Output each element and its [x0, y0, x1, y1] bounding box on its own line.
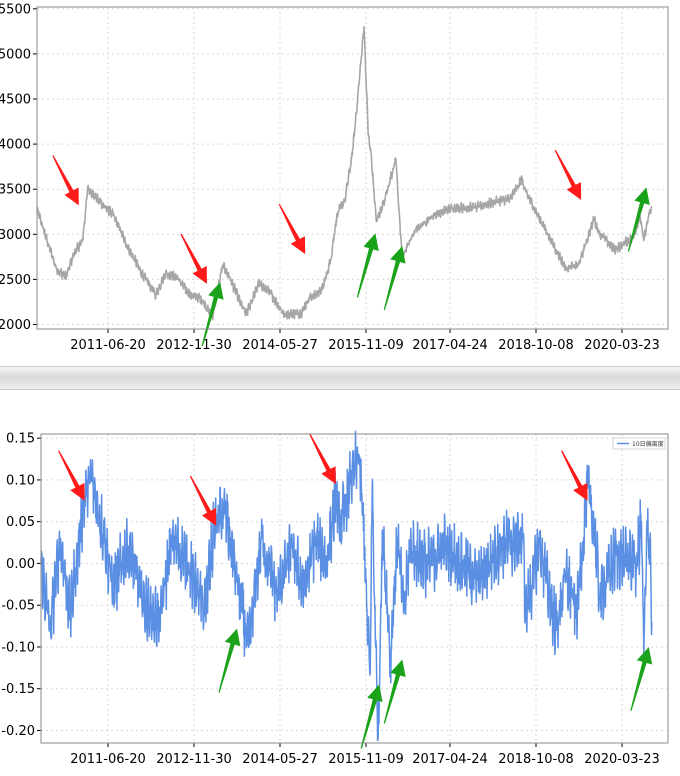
deviation-y-tick-label: 0.10	[6, 473, 35, 488]
deviation-chart-svg: 2011-06-20 2012-11-30 2014-05-27 2015-11-09…	[1, 430, 669, 767]
price-y-tick-label: 5000	[0, 47, 31, 62]
deviation-x-tick-label: 2015-11-09	[328, 752, 404, 767]
price-y-tick-label: 2000	[0, 318, 31, 333]
deviation-chart: 2011-06-20 2012-11-30 2014-05-27 2015-11-09…	[0, 390, 680, 776]
price-plot-area	[37, 7, 668, 329]
legend-label: 10日偏离度	[632, 440, 664, 448]
deviation-x-tick-label: 2012-11-30	[156, 752, 232, 767]
price-red-arrow-0	[52, 155, 79, 206]
deviation-red-arrow-3	[309, 433, 336, 485]
price-green-arrow-7	[627, 187, 650, 252]
price-y-tick-label: 5500	[0, 2, 31, 17]
deviation-x-tick-label: 2020-03-23	[584, 752, 660, 767]
price-green-arrow-5	[383, 246, 406, 311]
price-green-arrow-4	[356, 233, 379, 298]
price-red-arrow-3	[278, 203, 306, 255]
deviation-y-tick-label: 0.15	[6, 432, 35, 447]
deviation-y-tick-label: -0.10	[1, 640, 35, 655]
price-x-tick-label: 2014-05-27	[242, 338, 318, 353]
deviation-x-tick-label: 2011-06-20	[70, 752, 146, 767]
deviation-red-arrow-0	[58, 450, 85, 501]
price-x-tick-label: 2018-10-08	[498, 338, 574, 353]
deviation-red-arrow-6	[561, 450, 588, 501]
price-red-arrow-1	[180, 233, 207, 284]
price-y-tick-label: 4500	[0, 93, 31, 108]
deviation-x-tick-label: 2018-10-08	[498, 752, 574, 767]
price-y-tick-label: 4000	[0, 138, 31, 153]
deviation-y-tick-label: 0.05	[6, 515, 35, 530]
deviation-y-tick-label: -0.15	[1, 682, 35, 697]
deviation-green-arrow-5	[383, 659, 406, 724]
price-plot-frame	[36, 6, 669, 330]
deviation-y-tick-label: -0.20	[1, 724, 35, 739]
deviation-green-arrow-2	[218, 628, 241, 693]
index-price-chart: 2011-06-20 2012-11-30 2014-05-27 2015-11-09…	[0, 0, 680, 360]
deviation-red-arrow-1	[189, 475, 217, 526]
price-series-line	[36, 26, 653, 321]
deviation-x-tick-label: 2014-05-27	[242, 752, 318, 767]
price-y-tick-label: 3500	[0, 183, 31, 198]
deviation-legend: 10日偏离度	[612, 437, 666, 450]
price-red-arrow-6	[554, 149, 582, 200]
deviation-green-arrow-4	[360, 684, 383, 749]
panel-splitter[interactable]	[0, 366, 680, 390]
price-x-tick-label: 2020-03-23	[584, 338, 660, 353]
legend-box	[612, 437, 666, 450]
deviation-y-tick-label: 0.00	[6, 557, 35, 572]
price-y-tick-label: 3000	[0, 228, 31, 243]
deviation-series-line	[40, 430, 653, 742]
deviation-plot-frame	[40, 433, 669, 744]
price-x-tick-label: 2011-06-20	[70, 338, 146, 353]
deviation-x-tick-label: 2017-04-24	[412, 752, 488, 767]
price-green-arrow-2	[201, 282, 224, 347]
price-x-tick-label: 2012-11-30	[156, 338, 232, 353]
price-x-tick-label: 2015-11-09	[328, 338, 404, 353]
deviation-green-arrow-7	[630, 647, 653, 712]
price-x-tick-label: 2017-04-24	[412, 338, 488, 353]
index-price-chart-svg: 2011-06-20 2012-11-30 2014-05-27 2015-11-09…	[0, 2, 669, 353]
price-y-tick-label: 2500	[0, 273, 31, 288]
deviation-y-tick-label: -0.05	[1, 599, 35, 614]
